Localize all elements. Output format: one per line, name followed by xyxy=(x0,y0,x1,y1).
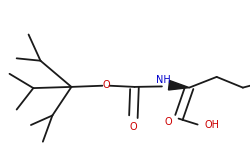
Text: O: O xyxy=(102,80,110,90)
Text: O: O xyxy=(164,117,172,127)
Text: NH: NH xyxy=(156,75,171,86)
Polygon shape xyxy=(168,81,189,90)
Text: O: O xyxy=(130,122,137,132)
Text: OH: OH xyxy=(205,120,220,130)
